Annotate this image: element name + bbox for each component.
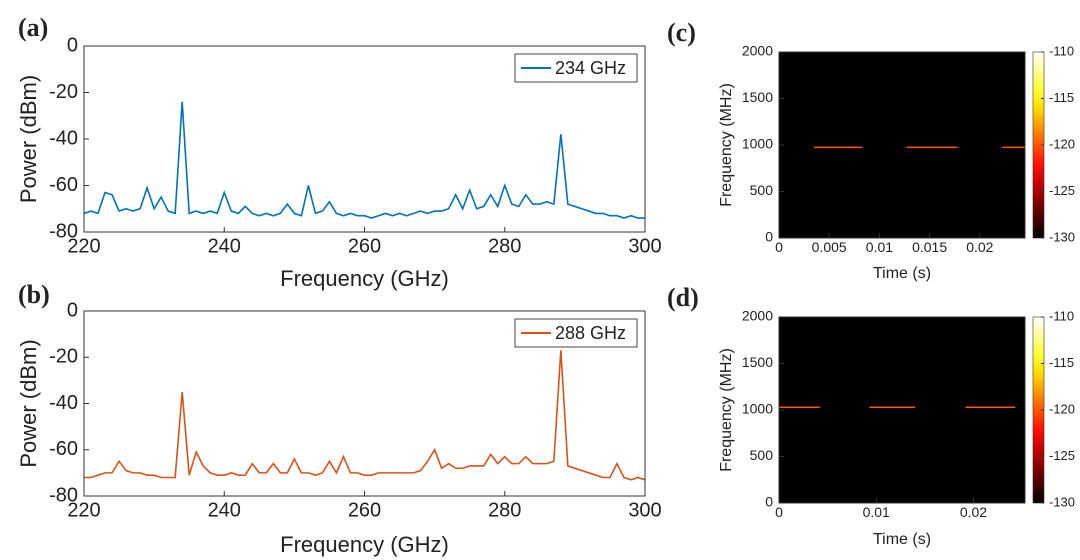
colorbar-tick-label: -130 (1049, 494, 1075, 509)
y-axis-label: Power (dBm) (16, 75, 41, 203)
y-tick-label: 2000 (742, 308, 773, 324)
x-tick-label: 240 (208, 235, 241, 257)
x-axis-label: Frequency (GHz) (280, 532, 449, 557)
plot-frame (83, 310, 646, 497)
y-tick-label: 500 (750, 447, 774, 463)
y-tick-label: -80 (49, 220, 78, 242)
x-axis-label: Time (s) (873, 265, 931, 282)
panel-label: (d) (667, 283, 699, 312)
plot-background (779, 52, 1025, 238)
x-tick-label: 0.015 (912, 239, 947, 255)
y-tick-label: -60 (49, 438, 78, 460)
y-tick-label: 1500 (742, 89, 773, 105)
y-tick-label: 1000 (742, 401, 773, 417)
x-tick-label: 220 (67, 235, 100, 257)
y-tick-label: -20 (49, 346, 78, 368)
x-tick-label: 260 (348, 235, 381, 257)
colorbar-tick-label: -115 (1049, 355, 1074, 370)
panel-label: (c) (667, 18, 696, 47)
x-tick-label: 0.01 (866, 239, 893, 255)
legend-label: 234 GHz (555, 58, 626, 78)
panel-label: (a) (18, 13, 48, 42)
y-tick-label: -40 (49, 127, 78, 149)
y-axis-label: Frequency (MHz) (718, 348, 735, 472)
y-tick-label: 0 (765, 494, 773, 510)
x-tick-label: 0.01 (863, 504, 890, 520)
series-line (83, 101, 645, 219)
y-tick-label: 2000 (742, 43, 773, 59)
x-tick-label: 0 (775, 239, 783, 255)
x-tick-label: 260 (348, 499, 381, 521)
y-tick-label: 0 (67, 34, 78, 56)
x-tick-label: 240 (208, 499, 241, 521)
x-tick-label: 280 (488, 499, 521, 521)
y-tick-label: -40 (49, 392, 78, 414)
x-axis-label: Time (s) (873, 531, 931, 548)
y-axis-label: Power (dBm) (16, 339, 41, 467)
colorbar-tick-label: -110 (1049, 43, 1074, 58)
x-axis-label: Frequency (GHz) (280, 266, 449, 291)
y-tick-label: -60 (49, 174, 78, 196)
y-tick-label: -20 (49, 81, 78, 103)
x-tick-label: 220 (67, 499, 100, 521)
colorbar-tick-label: -120 (1049, 401, 1075, 416)
colorbar-tick-label: -130 (1049, 229, 1075, 244)
legend-label: 288 GHz (555, 323, 626, 343)
y-tick-label: 0 (765, 229, 773, 245)
colorbar-tick-label: -125 (1049, 448, 1075, 463)
colorbar-tick-label: -115 (1049, 90, 1074, 105)
y-tick-label: -80 (49, 484, 78, 506)
colorbar-tick-label: -110 (1049, 308, 1074, 323)
y-tick-label: 500 (750, 182, 774, 198)
y-tick-label: 1000 (742, 136, 773, 152)
y-tick-label: 0 (67, 299, 78, 321)
series-line (84, 350, 646, 481)
plot-frame (83, 45, 646, 233)
panel-label: (b) (18, 280, 50, 309)
x-tick-label: 300 (628, 235, 661, 257)
x-tick-label: 0.005 (812, 239, 847, 255)
x-tick-label: 280 (488, 235, 521, 257)
x-tick-label: 0.02 (960, 504, 987, 520)
plot-frame (778, 51, 1026, 239)
plot-frame (778, 316, 1026, 504)
x-tick-label: 300 (628, 499, 661, 521)
y-axis-label: Frequency (MHz) (718, 83, 735, 207)
x-tick-label: 0.02 (966, 239, 993, 255)
colorbar-tick-label: -125 (1049, 183, 1075, 198)
colorbar-tick-label: -120 (1049, 136, 1075, 151)
plot-background (779, 317, 1025, 503)
x-tick-label: 0 (775, 504, 783, 520)
y-tick-label: 1500 (742, 354, 773, 370)
